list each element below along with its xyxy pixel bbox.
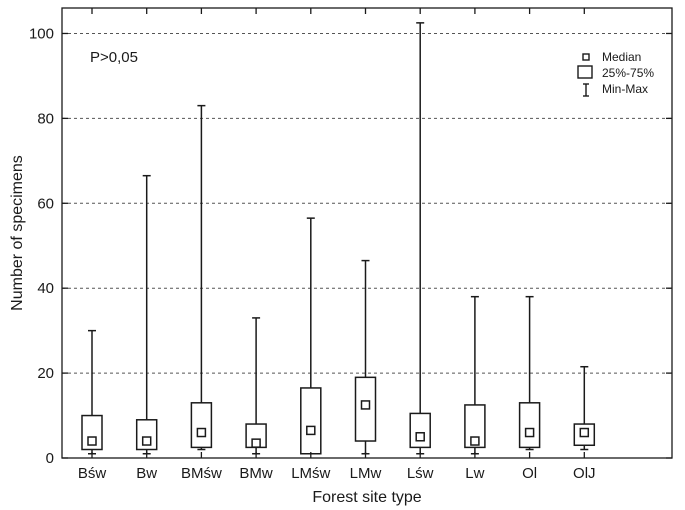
x-tick-label: LMśw: [291, 465, 330, 482]
box-iqr: [190, 402, 213, 449]
significance-annotation: P>0,05: [90, 49, 138, 66]
box-iqr: [464, 404, 486, 449]
y-tick-label: 60: [37, 195, 54, 212]
x-tick-label: Lw: [465, 465, 484, 482]
legend-box-symbol: [577, 65, 593, 79]
median-marker: [415, 432, 425, 442]
median-marker: [524, 427, 535, 438]
y-tick-label: 20: [37, 365, 54, 382]
y-tick-label: 100: [29, 25, 54, 42]
plot-frame: [61, 7, 673, 459]
x-tick-label: OlJ: [573, 465, 596, 482]
box-iqr: [135, 419, 158, 451]
box-iqr: [81, 414, 103, 451]
x-tick-label: Bśw: [78, 465, 107, 482]
x-tick-label: BMśw: [181, 465, 222, 482]
box-iqr: [518, 402, 541, 449]
median-marker: [87, 436, 97, 446]
x-tick-label: BMw: [239, 465, 273, 482]
y-tick-label: 0: [46, 450, 54, 467]
x-tick-label: Lśw: [407, 465, 434, 482]
x-axis-title: Forest site type: [312, 489, 421, 506]
box-iqr: [409, 412, 431, 449]
median-marker: [306, 425, 316, 436]
legend: Median 25%-75% Min-Max: [577, 50, 654, 97]
median-marker: [251, 438, 261, 448]
box-series: [81, 22, 596, 455]
median-marker: [470, 436, 480, 446]
median-marker: [360, 400, 371, 410]
y-tick-label: 40: [37, 280, 54, 297]
axes: 0 20 40 60 80 100 Bśw Bw BMśw BMw LMśw LMw Lśw Lw Ol Ol…: [29, 8, 672, 482]
legend-whisker-label: Min-Max: [602, 82, 648, 96]
x-tick-label: Ol: [522, 465, 537, 482]
x-tick-label: Bw: [136, 465, 157, 482]
box-iqr: [300, 387, 322, 455]
median-marker: [196, 427, 207, 438]
legend-median-symbol: [582, 53, 590, 61]
gridlines: [62, 32, 672, 374]
y-tick-label: 80: [37, 110, 54, 127]
x-tick-label: LMw: [350, 465, 382, 482]
legend-box-label: 25%-75%: [602, 66, 654, 80]
median-marker: [579, 427, 590, 438]
y-axis-title: Number of specimens: [9, 155, 26, 311]
legend-median-label: Median: [602, 50, 641, 64]
median-marker: [141, 436, 152, 446]
